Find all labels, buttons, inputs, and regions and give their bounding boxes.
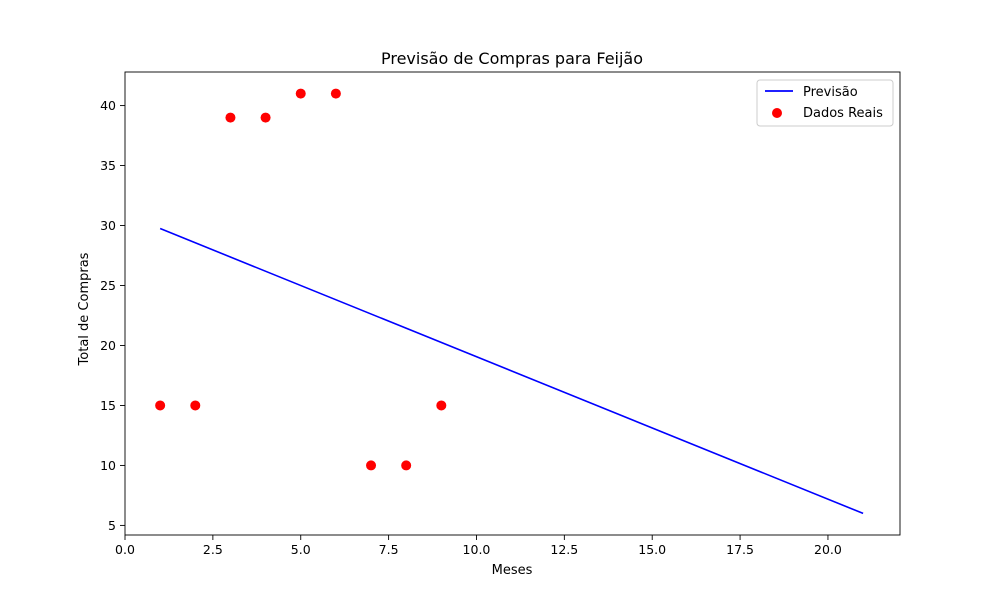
y-tick-label: 35 [100,158,116,173]
x-tick-label: 10.0 [463,542,491,557]
scatter-point [260,112,271,123]
scatter-point [401,460,412,471]
scatter-point [190,400,201,411]
legend: Previsão Dados Reais [756,79,894,127]
y-tick-label: 30 [100,218,116,233]
y-axis-label: Total de Compras [77,252,92,366]
x-tick-label: 20.0 [814,542,842,557]
scatter-point [436,400,447,411]
x-tick-label: 12.5 [550,542,578,557]
series-line-previsao [159,227,864,515]
y-tick-label: 10 [100,458,116,473]
scatter-point [225,112,236,123]
legend-label-previsao: Previsão [803,85,858,100]
scatter-point [295,88,306,99]
x-tick-label: 15.0 [638,542,666,557]
scatter-point [155,400,166,411]
scatter-point [330,88,341,99]
x-tick-label: 2.5 [203,542,223,557]
x-tick-label: 7.5 [379,542,399,557]
x-tick-label: 17.5 [726,542,754,557]
x-tick-label: 0.0 [115,542,135,557]
plot-frame [124,71,901,536]
plot-area: 0.0 2.5 5.0 7.5 10.0 12.5 15.0 17.5 20.0 5 10 15 20 2… [100,71,901,557]
x-axis-label: Meses [492,563,533,578]
legend-label-dados-reais: Dados Reais [803,106,883,121]
y-tick-label: 15 [100,398,116,413]
y-tick-label: 5 [108,518,116,533]
y-tick-label: 20 [100,338,116,353]
y-tick-label: 40 [100,98,116,113]
y-tick-label: 25 [100,278,116,293]
x-tick-label: 5.0 [291,542,311,557]
legend-marker-swatch [772,108,782,118]
scatter-point [366,460,377,471]
chart-title: Previsão de Compras para Feijão [381,49,643,68]
